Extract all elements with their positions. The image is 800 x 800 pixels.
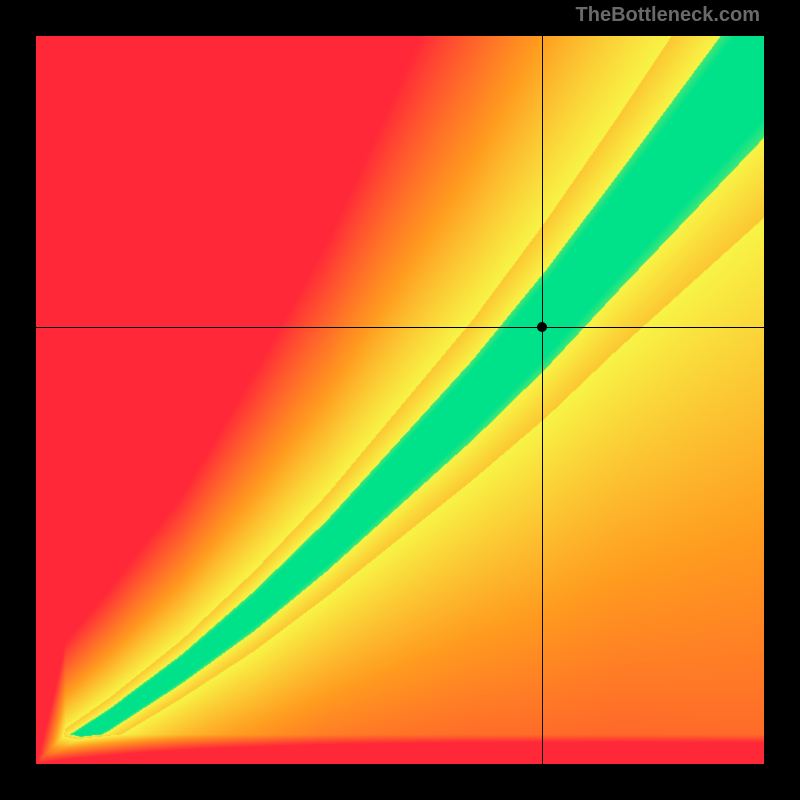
chart-frame: TheBottleneck.com (0, 0, 800, 800)
crosshair-vertical (542, 36, 543, 764)
marker-dot (537, 322, 547, 332)
heatmap-canvas (36, 36, 764, 764)
crosshair-horizontal (36, 327, 764, 328)
plot-area (36, 36, 764, 764)
watermark-text: TheBottleneck.com (576, 4, 760, 27)
